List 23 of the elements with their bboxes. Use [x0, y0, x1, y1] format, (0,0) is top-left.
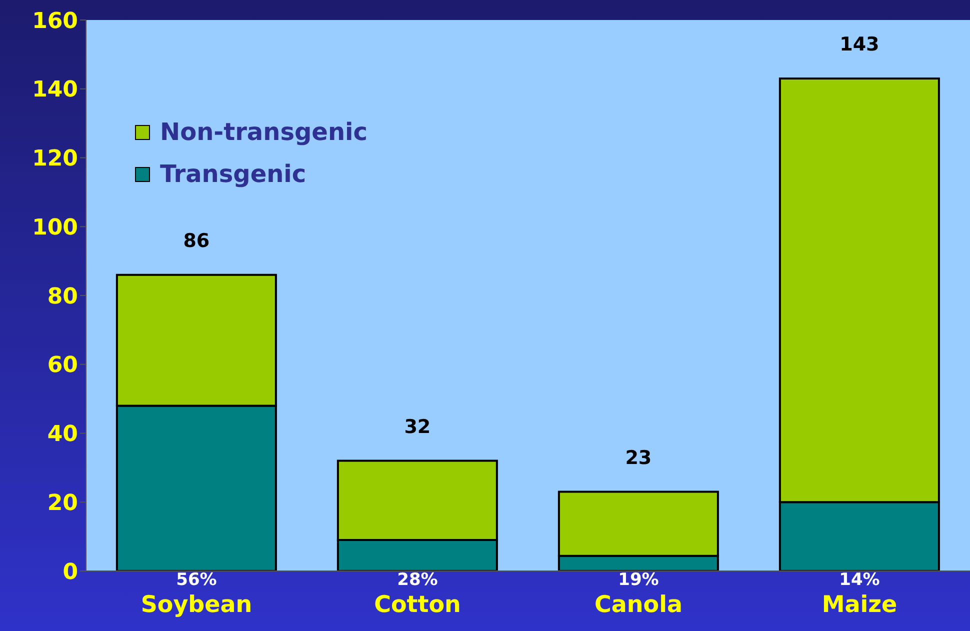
- total-label: 32: [404, 416, 431, 438]
- y-tick-label: 0: [62, 560, 78, 585]
- legend-label: Non-transgenic: [159, 118, 368, 146]
- legend-label: Transgenic: [159, 160, 308, 188]
- x-tick-label: Soybean: [140, 592, 252, 618]
- annotation: 28%: [397, 570, 438, 590]
- x-tick-label: Maize: [822, 592, 898, 618]
- y-tick-label: 140: [32, 78, 78, 103]
- annotation: 14%: [839, 570, 880, 590]
- y-tick-label: 20: [47, 490, 78, 516]
- y-tick-label: 120: [32, 146, 78, 172]
- x-tick-label: Canola: [594, 592, 682, 618]
- annotation: 19%: [618, 570, 659, 590]
- total-label: 86: [183, 230, 210, 252]
- total-label: 23: [625, 446, 652, 469]
- y-tick-label: 60: [47, 353, 78, 378]
- total-label: 143: [840, 34, 880, 56]
- y-tick-label: 80: [47, 284, 78, 310]
- y-tick-label: 40: [47, 422, 78, 448]
- x-tick-label: Cotton: [374, 592, 461, 618]
- y-tick-label: 100: [32, 215, 78, 240]
- annotation: 56%: [176, 570, 217, 590]
- y-tick-label: 160: [32, 8, 78, 34]
